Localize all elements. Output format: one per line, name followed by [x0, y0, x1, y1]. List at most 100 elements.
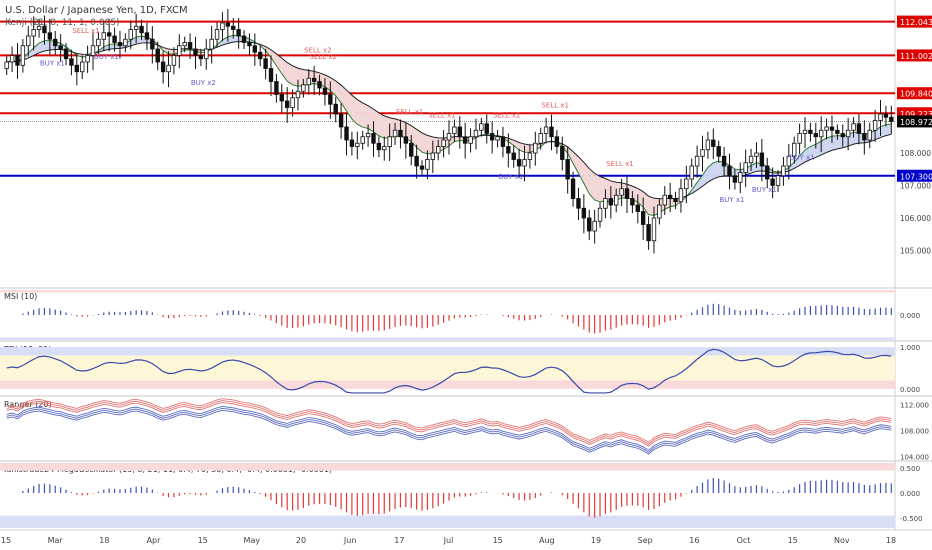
indicator-title: MSI (10) — [4, 292, 37, 301]
candle-body — [630, 198, 635, 206]
candle-body — [473, 129, 479, 138]
candle-body — [533, 142, 538, 154]
signal-label: SELL x2 — [310, 53, 338, 61]
ranger-band-line — [6, 398, 892, 443]
candle-body — [711, 139, 716, 147]
ma-ribbon-segment — [222, 36, 228, 46]
candle-body — [700, 149, 705, 157]
candle-body — [214, 29, 220, 40]
candle-body — [47, 32, 53, 40]
candle-body — [489, 133, 495, 141]
candle-body — [549, 126, 554, 138]
candle-body — [732, 175, 738, 183]
x-tick-label: 15 — [788, 536, 798, 545]
x-tick-label: 17 — [394, 536, 404, 545]
ma-ribbon-segment — [648, 196, 654, 216]
candle-body — [716, 146, 721, 157]
signal-label: BUY x1 — [94, 53, 119, 61]
candle-body — [15, 55, 20, 66]
ma-ribbon-segment — [168, 49, 174, 55]
candle-body — [678, 188, 684, 203]
signal-label: SELL x2 — [493, 111, 521, 119]
candle-body — [527, 152, 533, 160]
x-tick-label: 18 — [886, 536, 896, 545]
x-tick-label: Jun — [343, 536, 357, 545]
candle-body — [139, 25, 144, 34]
ma-ribbon-segment — [513, 140, 520, 151]
x-tick-label: 15 — [198, 536, 208, 545]
ma-ribbon-segment — [39, 40, 45, 53]
ma-ribbon-segment — [287, 62, 293, 85]
candle-body — [765, 165, 770, 180]
indicator-title: Ranger (20) — [4, 400, 52, 409]
ma-ribbon-segment — [346, 90, 352, 119]
candle-body — [20, 45, 26, 66]
ma-ribbon-segment — [422, 132, 428, 154]
candle-body — [414, 155, 419, 167]
candle-body — [786, 155, 792, 167]
axes-layer: 108.000 107.000 106.000 105.000 15 Mar 18 Apr 15… — [1, 149, 931, 545]
candle-body — [646, 224, 651, 242]
candle-body — [684, 178, 689, 190]
ma-ribbon-segment — [583, 162, 590, 194]
candle-body — [479, 123, 484, 131]
ma-ribbon-segment — [130, 37, 137, 46]
x-tick-label: Nov — [834, 536, 850, 545]
candle-body — [840, 133, 845, 138]
candle-body — [166, 64, 171, 73]
lower-band — [0, 380, 895, 389]
x-tick-label: Aug — [539, 536, 555, 545]
y-tick-label: 108.000 — [900, 149, 931, 158]
candle-body — [748, 155, 754, 164]
candle-body — [441, 139, 446, 147]
candle-body — [225, 22, 231, 27]
ranger-band-line — [6, 402, 892, 447]
candle-body — [338, 113, 344, 128]
ma-ribbon-segment — [831, 135, 838, 151]
candle-body — [662, 194, 667, 206]
candle-body — [867, 129, 872, 141]
signal-label: BUY x1 — [498, 173, 523, 181]
candle-body — [274, 81, 279, 95]
mid-band — [0, 355, 895, 381]
signal-label: BUY x1 — [790, 154, 815, 162]
candle-body — [171, 55, 177, 66]
candle-body — [862, 133, 867, 141]
candle-body — [743, 162, 748, 173]
candle-body — [635, 204, 640, 212]
candle-body — [484, 123, 489, 134]
candle-body — [290, 97, 295, 108]
y-tick-label: 105.000 — [900, 247, 931, 256]
candle-body — [247, 42, 252, 47]
candle-body — [36, 25, 42, 30]
ma-ribbon-segment — [578, 156, 584, 184]
candle-body — [376, 142, 382, 151]
ma-ribbon-segment — [589, 168, 595, 200]
candle-body — [90, 45, 96, 56]
ma-ribbon-segment — [292, 65, 298, 87]
candle-body — [26, 35, 31, 47]
candle-body — [58, 45, 63, 50]
candle-body — [608, 198, 614, 206]
indicator-y-tick: 0.500 — [900, 465, 920, 473]
ma-ribbon-segment — [233, 35, 239, 43]
candle-body — [63, 48, 69, 60]
candle-body — [220, 22, 225, 30]
indicators-layer: MSI (10)0.000TDI (13, 21)1.0000.000Range… — [0, 290, 929, 528]
x-tick-label: 19 — [591, 536, 601, 545]
candle-body — [123, 38, 128, 47]
ma-ribbon-segment — [271, 49, 277, 66]
indicator-y-tick: 112.000 — [900, 402, 929, 410]
panes-layer — [0, 0, 932, 531]
candle-body — [69, 58, 74, 66]
candle-body — [187, 42, 193, 50]
candle-body — [495, 136, 500, 141]
ma-ribbon-segment — [109, 44, 115, 50]
candle-body — [425, 159, 430, 170]
candle-body — [889, 116, 894, 122]
candle-body — [252, 45, 258, 53]
candle-body — [468, 136, 473, 144]
candle-body — [721, 155, 727, 167]
candle-body — [268, 68, 274, 82]
